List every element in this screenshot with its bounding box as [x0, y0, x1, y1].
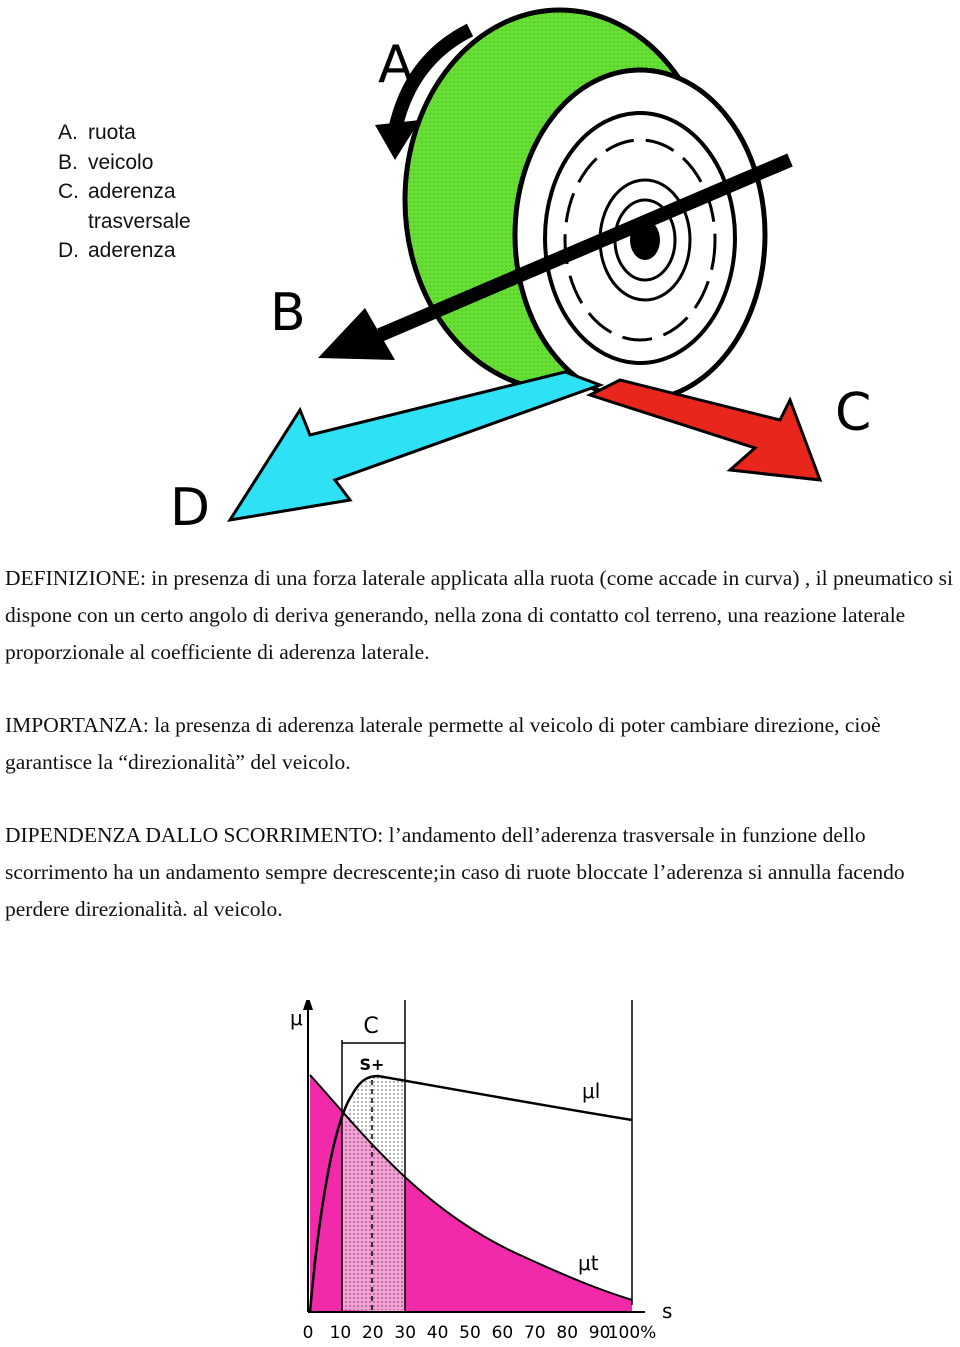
- arrow-b: [377, 153, 793, 342]
- mu-t-label: μt: [578, 1251, 599, 1275]
- legend-item: D. aderenza: [58, 236, 218, 266]
- x-tick-label: 60: [492, 1323, 514, 1343]
- body-text: DEFINIZIONE: in presenza di una forza la…: [5, 560, 955, 964]
- legend-text: ruota: [88, 121, 136, 144]
- wheel-figure: A B C D: [170, 7, 871, 538]
- label-a: A: [378, 35, 414, 95]
- x-tick-label: 30: [394, 1323, 416, 1343]
- legend-marker: B.: [58, 150, 78, 174]
- x-tick-label: 90: [589, 1323, 611, 1343]
- legend: A. ruota B. veicolo C. aderenza trasversale D.…: [58, 118, 218, 278]
- legend-text: aderenza: [88, 239, 176, 262]
- legend-marker: D.: [58, 239, 79, 262]
- legend-marker: C.: [58, 180, 79, 203]
- arrow-d: [226, 370, 605, 523]
- x-tick-label: 40: [427, 1323, 449, 1343]
- peak-label: S+: [360, 1055, 385, 1074]
- mu-l-label: μl: [582, 1079, 600, 1103]
- x-tick-label: 0: [303, 1323, 314, 1343]
- x-tick-label: 80: [556, 1323, 578, 1343]
- arrow-c: [586, 378, 823, 482]
- arrow-a: [388, 23, 474, 132]
- label-b: B: [270, 283, 306, 343]
- zone-c: C: [363, 1014, 378, 1039]
- legend-text: veicolo: [88, 150, 154, 174]
- paragraph: DEFINIZIONE: in presenza di una forza la…: [5, 566, 953, 664]
- paragraph: IMPORTANZA: la presenza di aderenza late…: [5, 713, 881, 774]
- x-axis-label: s: [662, 1299, 672, 1323]
- label-c: C: [835, 383, 871, 443]
- x-tick-label: 10: [330, 1323, 352, 1343]
- legend-item: C. aderenza trasversale: [58, 177, 218, 236]
- x-tick-label: 100%: [608, 1323, 657, 1343]
- slip-chart: A B C S+ μ s μl μt 010203040506070809010…: [290, 1000, 672, 1343]
- mu-l-curve: [308, 1074, 633, 1313]
- y-axis-label: μ: [290, 1006, 303, 1030]
- x-tick-label: 70: [524, 1323, 546, 1343]
- paragraph: DIPENDENZA DALLO SCORRIMENTO: l’andament…: [5, 823, 905, 921]
- legend-text: aderenza trasversale: [88, 180, 191, 233]
- label-d: D: [170, 478, 210, 538]
- legend-item: B. veicolo: [58, 148, 218, 178]
- x-tick-label: 50: [459, 1323, 481, 1343]
- x-tick-label: 20: [362, 1323, 384, 1343]
- legend-item: A. ruota: [58, 118, 218, 148]
- legend-marker: A.: [58, 121, 78, 144]
